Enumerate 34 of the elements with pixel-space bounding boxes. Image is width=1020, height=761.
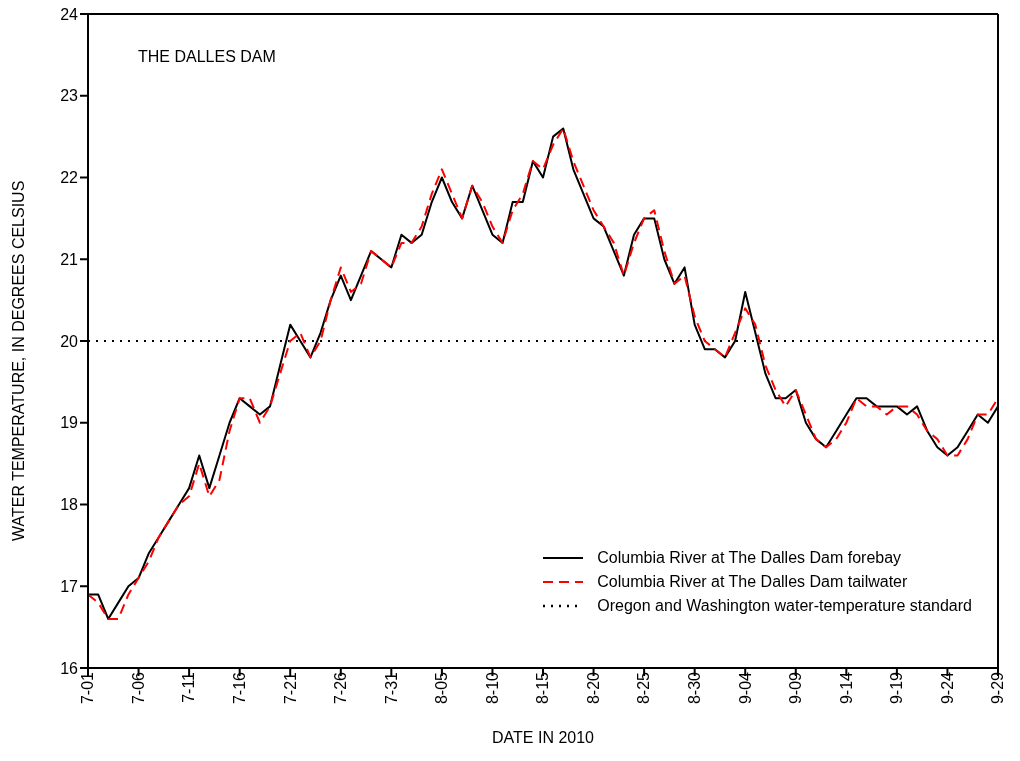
y-tick-label: 18 — [60, 496, 79, 514]
x-tick-label: 9-29 — [989, 671, 1007, 705]
x-tick-label: 9-04 — [736, 671, 754, 705]
y-tick-label: 16 — [60, 659, 79, 677]
y-tick-label: 22 — [60, 169, 79, 187]
y-tick-label: 20 — [60, 332, 79, 350]
y-tick-label: 23 — [60, 87, 79, 105]
x-tick-label: 8-05 — [433, 671, 451, 705]
x-tick-label: 7-01 — [79, 671, 97, 705]
x-tick-label: 7-31 — [382, 671, 400, 705]
annotation: THE DALLES DAM — [138, 48, 276, 66]
x-tick-label: 7-06 — [129, 671, 147, 705]
x-tick-label: 9-19 — [888, 671, 906, 705]
legend-label: Columbia River at The Dalles Dam tailwater — [597, 573, 908, 591]
x-tick-label: 8-30 — [686, 671, 704, 705]
x-tick-label: 8-20 — [584, 671, 602, 705]
x-tick-label: 9-24 — [938, 671, 956, 705]
x-tick-label: 7-16 — [231, 671, 249, 705]
y-tick-label: 24 — [60, 5, 79, 23]
y-tick-label: 19 — [60, 414, 79, 432]
y-axis-title: WATER TEMPERATURE, IN DEGREES CELSIUS — [9, 180, 27, 541]
x-tick-label: 8-25 — [635, 671, 653, 705]
legend-label: Oregon and Washington water-temperature standard — [597, 597, 972, 615]
x-tick-label: 7-21 — [281, 671, 299, 705]
x-axis-title: DATE IN 2010 — [492, 729, 595, 746]
x-tick-label: 8-10 — [483, 671, 501, 705]
x-tick-label: 8-15 — [534, 671, 552, 705]
x-tick-label: 9-09 — [787, 671, 805, 705]
x-tick-label: 7-11 — [180, 671, 198, 703]
x-tick-label: 7-26 — [332, 671, 350, 705]
legend-label: Columbia River at The Dalles Dam forebay — [597, 549, 902, 567]
y-tick-label: 21 — [60, 250, 79, 268]
y-tick-label: 17 — [60, 577, 79, 595]
x-tick-label: 9-14 — [837, 671, 855, 705]
